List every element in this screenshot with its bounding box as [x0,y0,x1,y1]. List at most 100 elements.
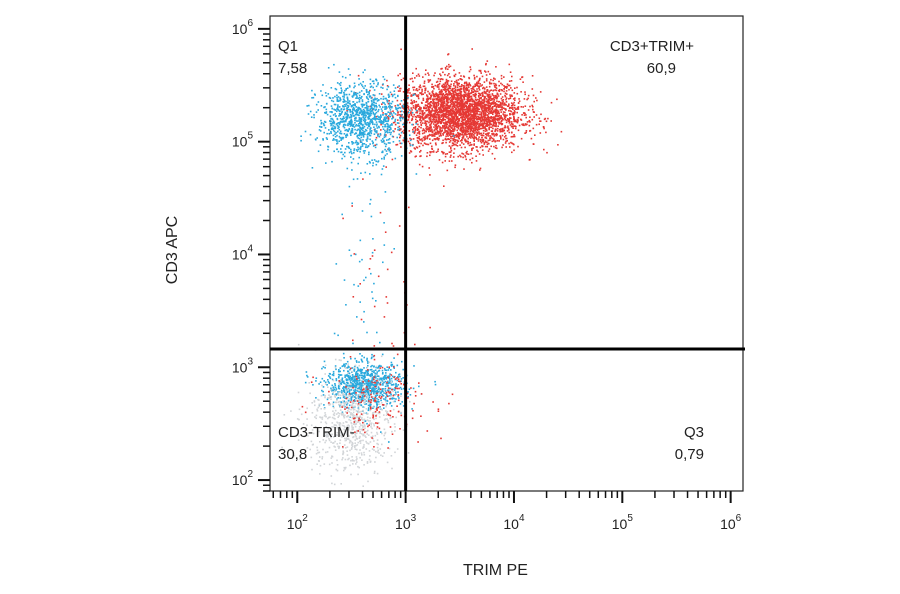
event-dot [419,106,421,108]
event-dot [473,103,476,106]
event-dot [457,102,460,104]
event-dot [475,117,478,119]
event-dot [479,119,482,122]
event-dot [437,122,439,124]
event-dot [345,100,347,103]
event-dot [326,138,328,140]
event-dot [367,107,369,110]
event-dot [355,372,357,374]
event-dot [442,92,444,95]
event-dot [353,108,356,110]
event-dot [355,117,357,120]
event-dot [366,385,369,387]
event-dot [494,114,497,116]
event-dot [329,115,332,118]
event-dot [486,125,488,127]
event-dot [351,367,353,369]
event-dot [386,139,388,141]
event-dot [485,107,488,109]
event-dot [474,85,477,87]
event-dot [427,128,429,131]
event-dot [373,159,376,161]
event-dot [353,86,355,89]
event-dot [444,109,447,112]
event-dot [454,111,457,113]
event-dot [382,101,384,104]
event-dot [441,161,444,164]
event-dot [325,112,327,114]
event-dot [493,110,495,112]
event-dot [316,137,318,139]
event-dot [423,80,426,83]
event-dot [381,150,384,153]
event-dot [516,92,519,95]
event-dot [438,159,441,161]
event-dot [460,126,462,129]
event-dot [424,137,426,139]
event-dot [386,402,388,405]
event-dot [376,97,378,100]
event-dot [426,143,428,146]
event-dot [485,125,487,127]
event-dot [447,101,449,104]
event-dot [365,89,368,91]
event-dot [337,391,339,393]
event-dot [433,118,436,121]
event-dot [437,114,440,117]
event-dot [438,98,441,101]
event-dot [466,88,468,91]
event-dot [464,82,466,84]
event-dot [356,108,358,111]
event-dot [390,131,392,134]
event-dot [418,135,421,138]
event-dot [391,135,394,138]
event-dot [460,146,463,149]
event-dot [327,380,330,383]
event-dot [504,86,506,88]
event-dot [395,384,397,386]
event-dot [365,91,368,94]
event-dot [496,118,498,121]
event-dot [324,111,326,114]
event-dot [384,369,387,371]
event-dot [364,114,366,116]
event-dot [400,146,402,148]
event-dot [348,391,351,394]
event-dot [318,383,320,385]
event-dot [411,109,413,111]
event-dot [399,110,402,113]
event-dot [476,98,479,101]
event-dot [350,377,352,379]
event-dot [333,130,336,133]
event-dot [468,99,471,101]
event-dot [479,94,482,97]
event-dot [479,123,481,125]
event-dot [441,101,444,104]
event-dot [539,120,541,122]
event-dot [451,117,454,119]
event-dot [402,368,404,371]
event-dot [451,87,454,90]
event-dot [483,109,485,112]
event-dot [448,134,451,136]
event-dot [353,149,355,152]
event-dot [484,128,487,130]
event-dot [420,138,422,141]
event-dot [428,106,430,108]
event-dot [494,147,497,149]
event-dot [369,95,372,97]
event-dot [506,114,508,117]
event-dot [413,132,416,135]
event-dot [444,97,447,99]
event-dot [389,151,392,153]
event-dot [359,107,361,110]
event-dot [339,117,342,120]
event-dot [457,124,460,127]
event-dot [366,359,368,361]
event-dot [373,89,376,91]
event-dot [490,123,493,126]
event-dot [468,90,470,93]
event-dot [415,116,418,118]
event-dot [443,96,445,98]
event-dot [375,377,377,379]
